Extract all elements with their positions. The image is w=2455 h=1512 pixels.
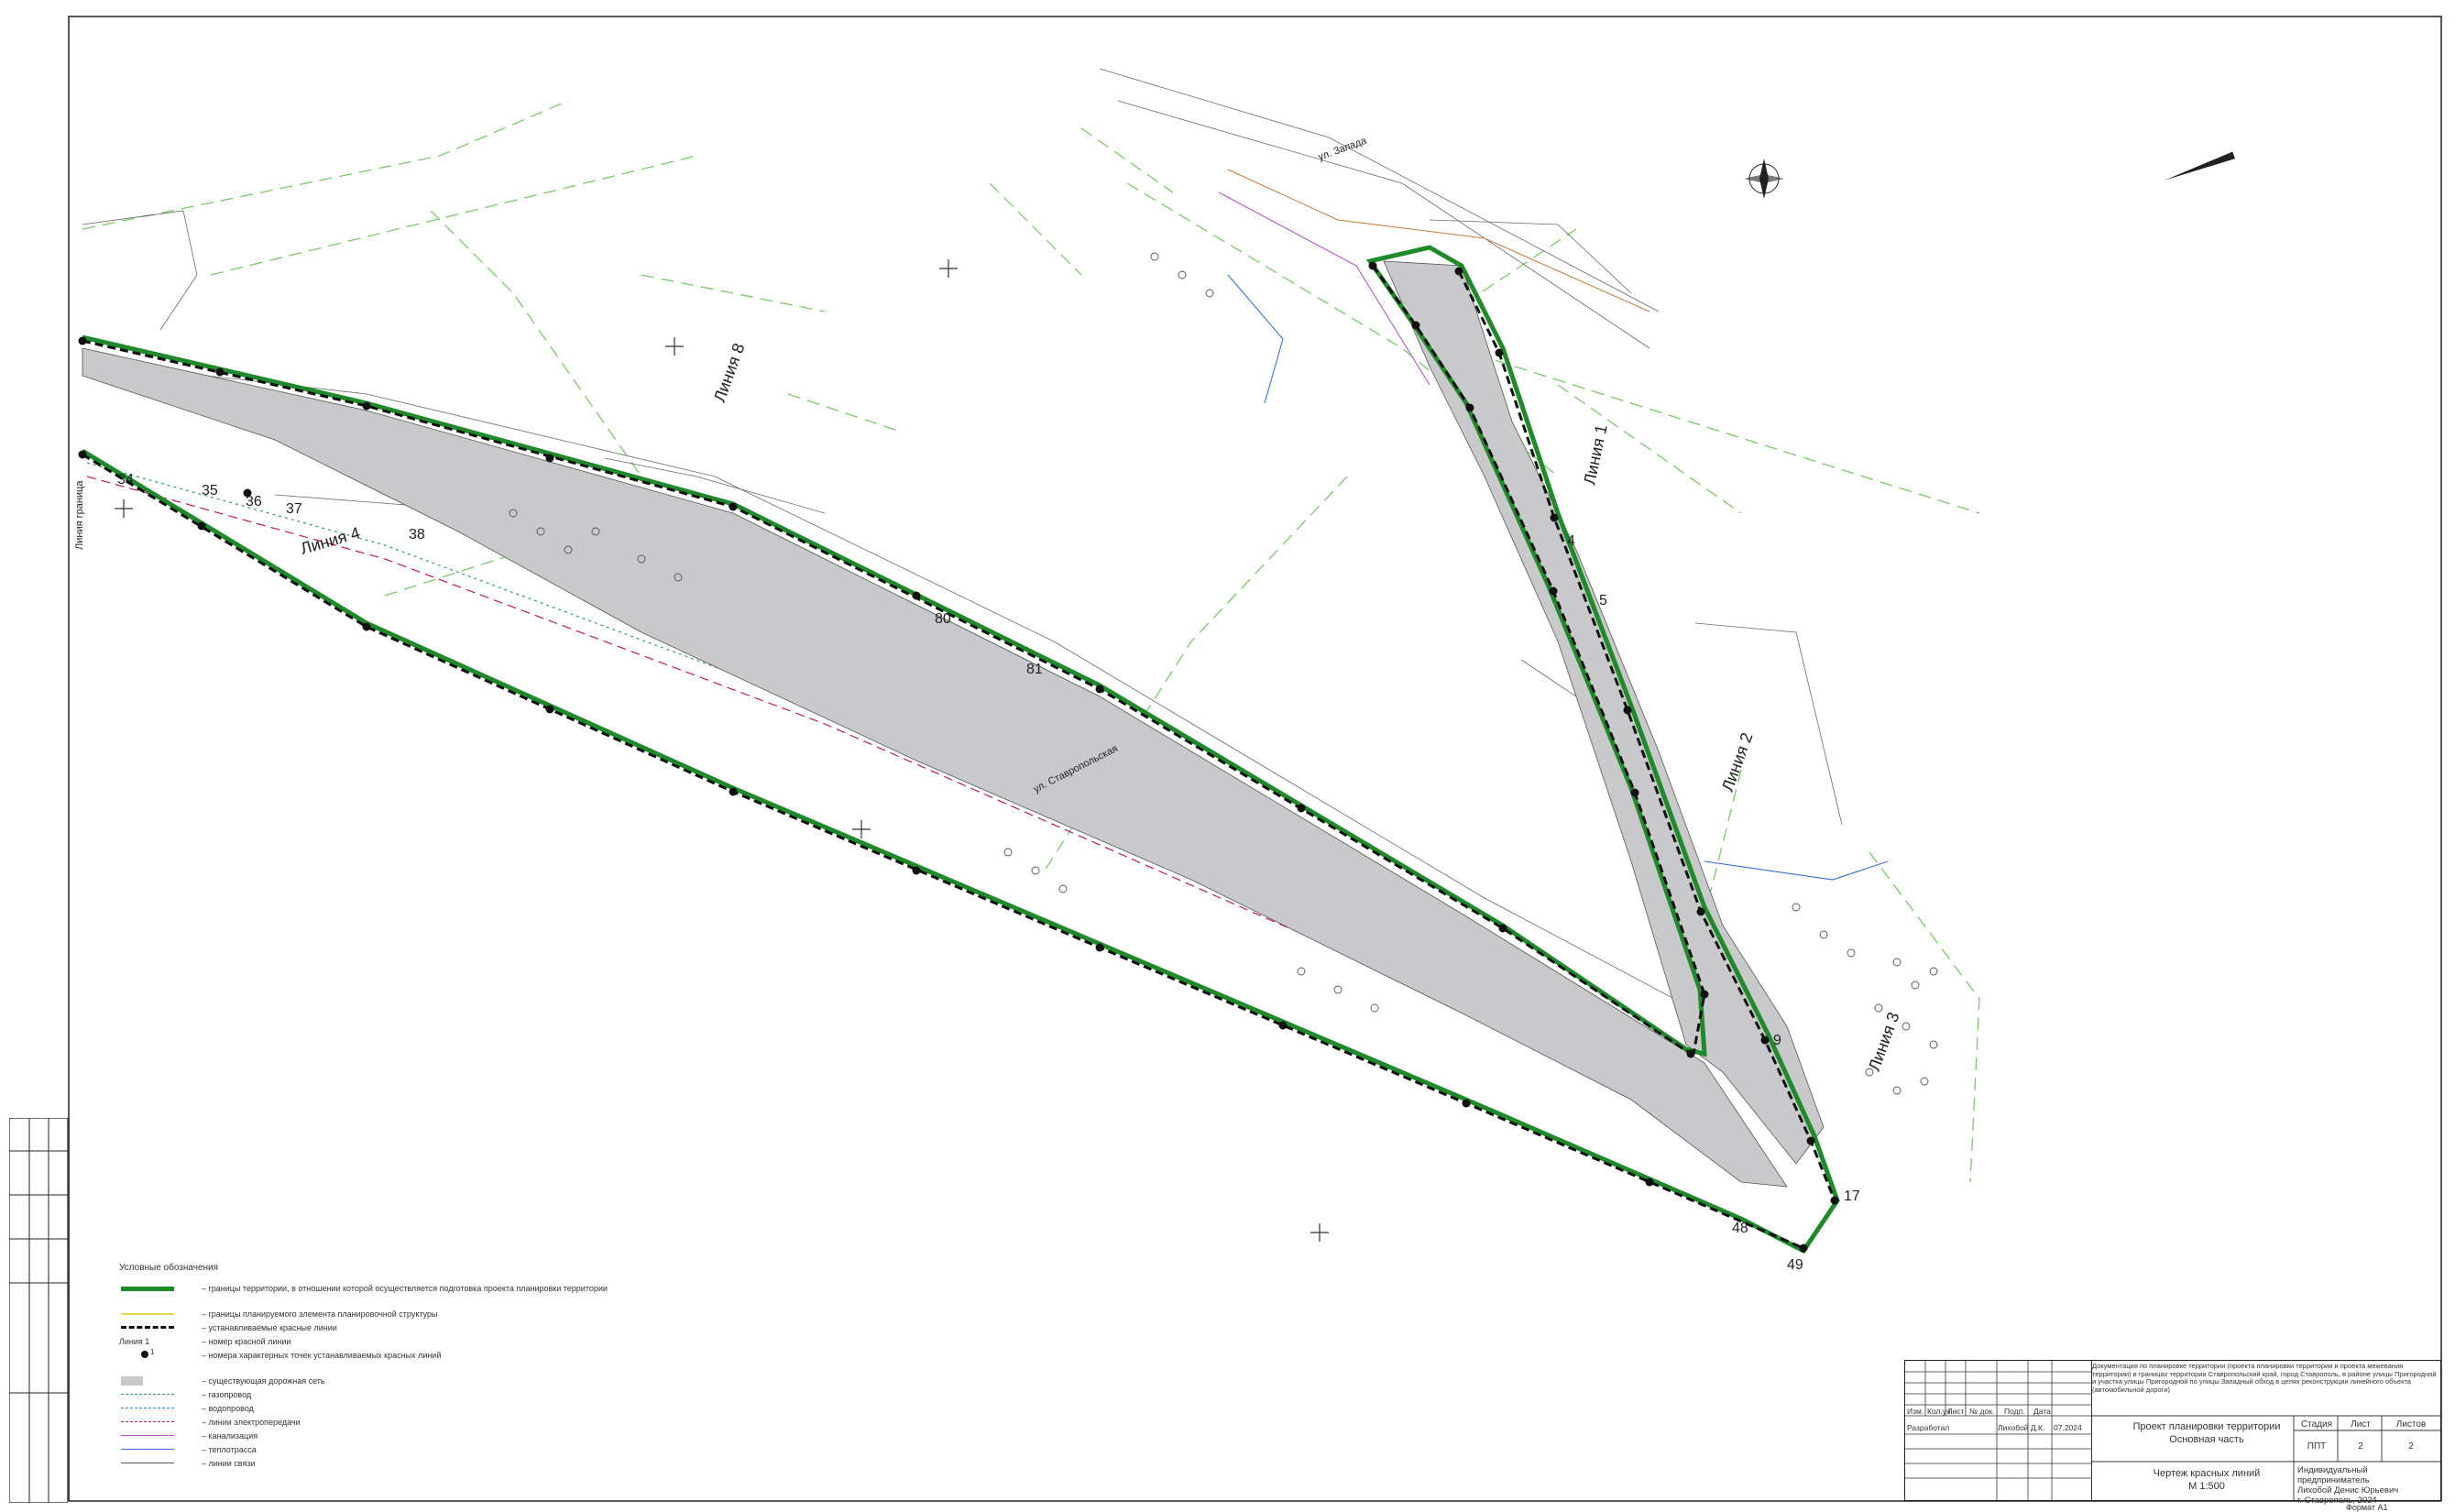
point-label: 35 [202,483,218,499]
characteristic-points [78,261,1839,1253]
legend-item-boundary: – границы территории, в отношении которо… [119,1284,632,1308]
point-label: 17 [1844,1189,1860,1204]
scale-arrow [2165,151,2235,181]
point-label: 48 [1732,1221,1748,1236]
legend-title: Условные обозначения [119,1263,219,1273]
organization: Индивидуальный предприниматель Лихобой Д… [2297,1465,2399,1506]
comm-line [1227,169,1650,312]
sheet-format: Формат А1 [2346,1503,2388,1512]
point-label: 37 [286,501,302,517]
point-label: 5 [1599,593,1607,608]
point-label: 38 [409,527,425,542]
developer-role: Разработал [1907,1423,1950,1432]
point-label: 4 [1567,533,1575,549]
sheets-value: 2 [2408,1441,2414,1452]
street-label-a: ул. Запада [1317,135,1369,162]
stage-value: ППТ [2307,1441,2327,1452]
project-title: Проект планировки территории [2132,1421,2281,1432]
road-main [82,347,1788,1188]
line-label-1: Линия 1 [1580,423,1610,487]
north-arrow [1744,159,1784,199]
sheet-title: Чертеж красных линий [2153,1468,2261,1479]
scale: М 1:500 [2188,1481,2225,1492]
point-label: 34 [117,472,134,488]
sewer-line [1218,192,1430,386]
legend: Условные обозначения – границы территори… [119,1263,632,1473]
col-stage: Стадия [2300,1419,2333,1430]
legend-item-comm: – линии связи [119,1459,632,1471]
point-label: 49 [1787,1257,1803,1273]
line-label-3: Линия 3 [1865,1010,1903,1073]
legend-item-road: – существующая дорожная сеть [119,1376,632,1388]
grid-crosses [115,259,1329,1242]
col-sheets: Листов [2395,1419,2427,1430]
legend-item-water: – водопровод [119,1404,632,1416]
line-label-2: Линия 2 [1718,730,1757,794]
power-line [86,476,1687,1101]
point-label: 9 [1773,1033,1781,1048]
developer-name: Лихобой Д.К. [1998,1423,2045,1432]
developer-date: 07.2024 [2054,1423,2082,1432]
legend-item-power: – линии электропередачи [119,1418,632,1430]
line-label-8: Линия 8 [710,341,749,404]
point-label: 81 [1026,662,1043,677]
title-block: Изм. Кол.уч. Лист № док. Подп. Дата Разр… [1904,1360,2441,1506]
legend-item-point: 1 – номера характерных точек устанавлива… [119,1348,632,1375]
point-number-labels: 34 35 36 37 38 4 5 9 17 48 49 80 81 [117,472,1860,1273]
line-label-vertical: Линия граница [74,480,85,550]
line-label-4: Линия 4 [299,523,363,558]
side-stamp [9,1118,68,1503]
map-symbols [509,252,1938,1095]
project-subtitle: Основная часть [2169,1434,2244,1445]
point-label: 36 [246,494,262,509]
legend-item-heat: – теплотрасса [119,1445,632,1457]
legend-item-redline: – устанавливаемые красные линии [119,1323,632,1335]
sheet-frame [68,16,2442,1502]
legend-item-gas: – газопровод [119,1390,632,1402]
heat-line [1227,274,1284,404]
stamp-description: Документация по планировке территории (п… [2092,1362,2437,1394]
col-sheet: Лист [2351,1419,2371,1430]
title-grid [1905,1361,2092,1500]
legend-item-sewer: – канализация [119,1431,632,1443]
legend-item-element: – границы планируемого элемента планиров… [119,1309,632,1321]
point-label: 80 [935,611,951,627]
legend-item-linenum: Линия 1 – номер красной линии [119,1337,291,1346]
sheet-value: 2 [2358,1441,2363,1452]
